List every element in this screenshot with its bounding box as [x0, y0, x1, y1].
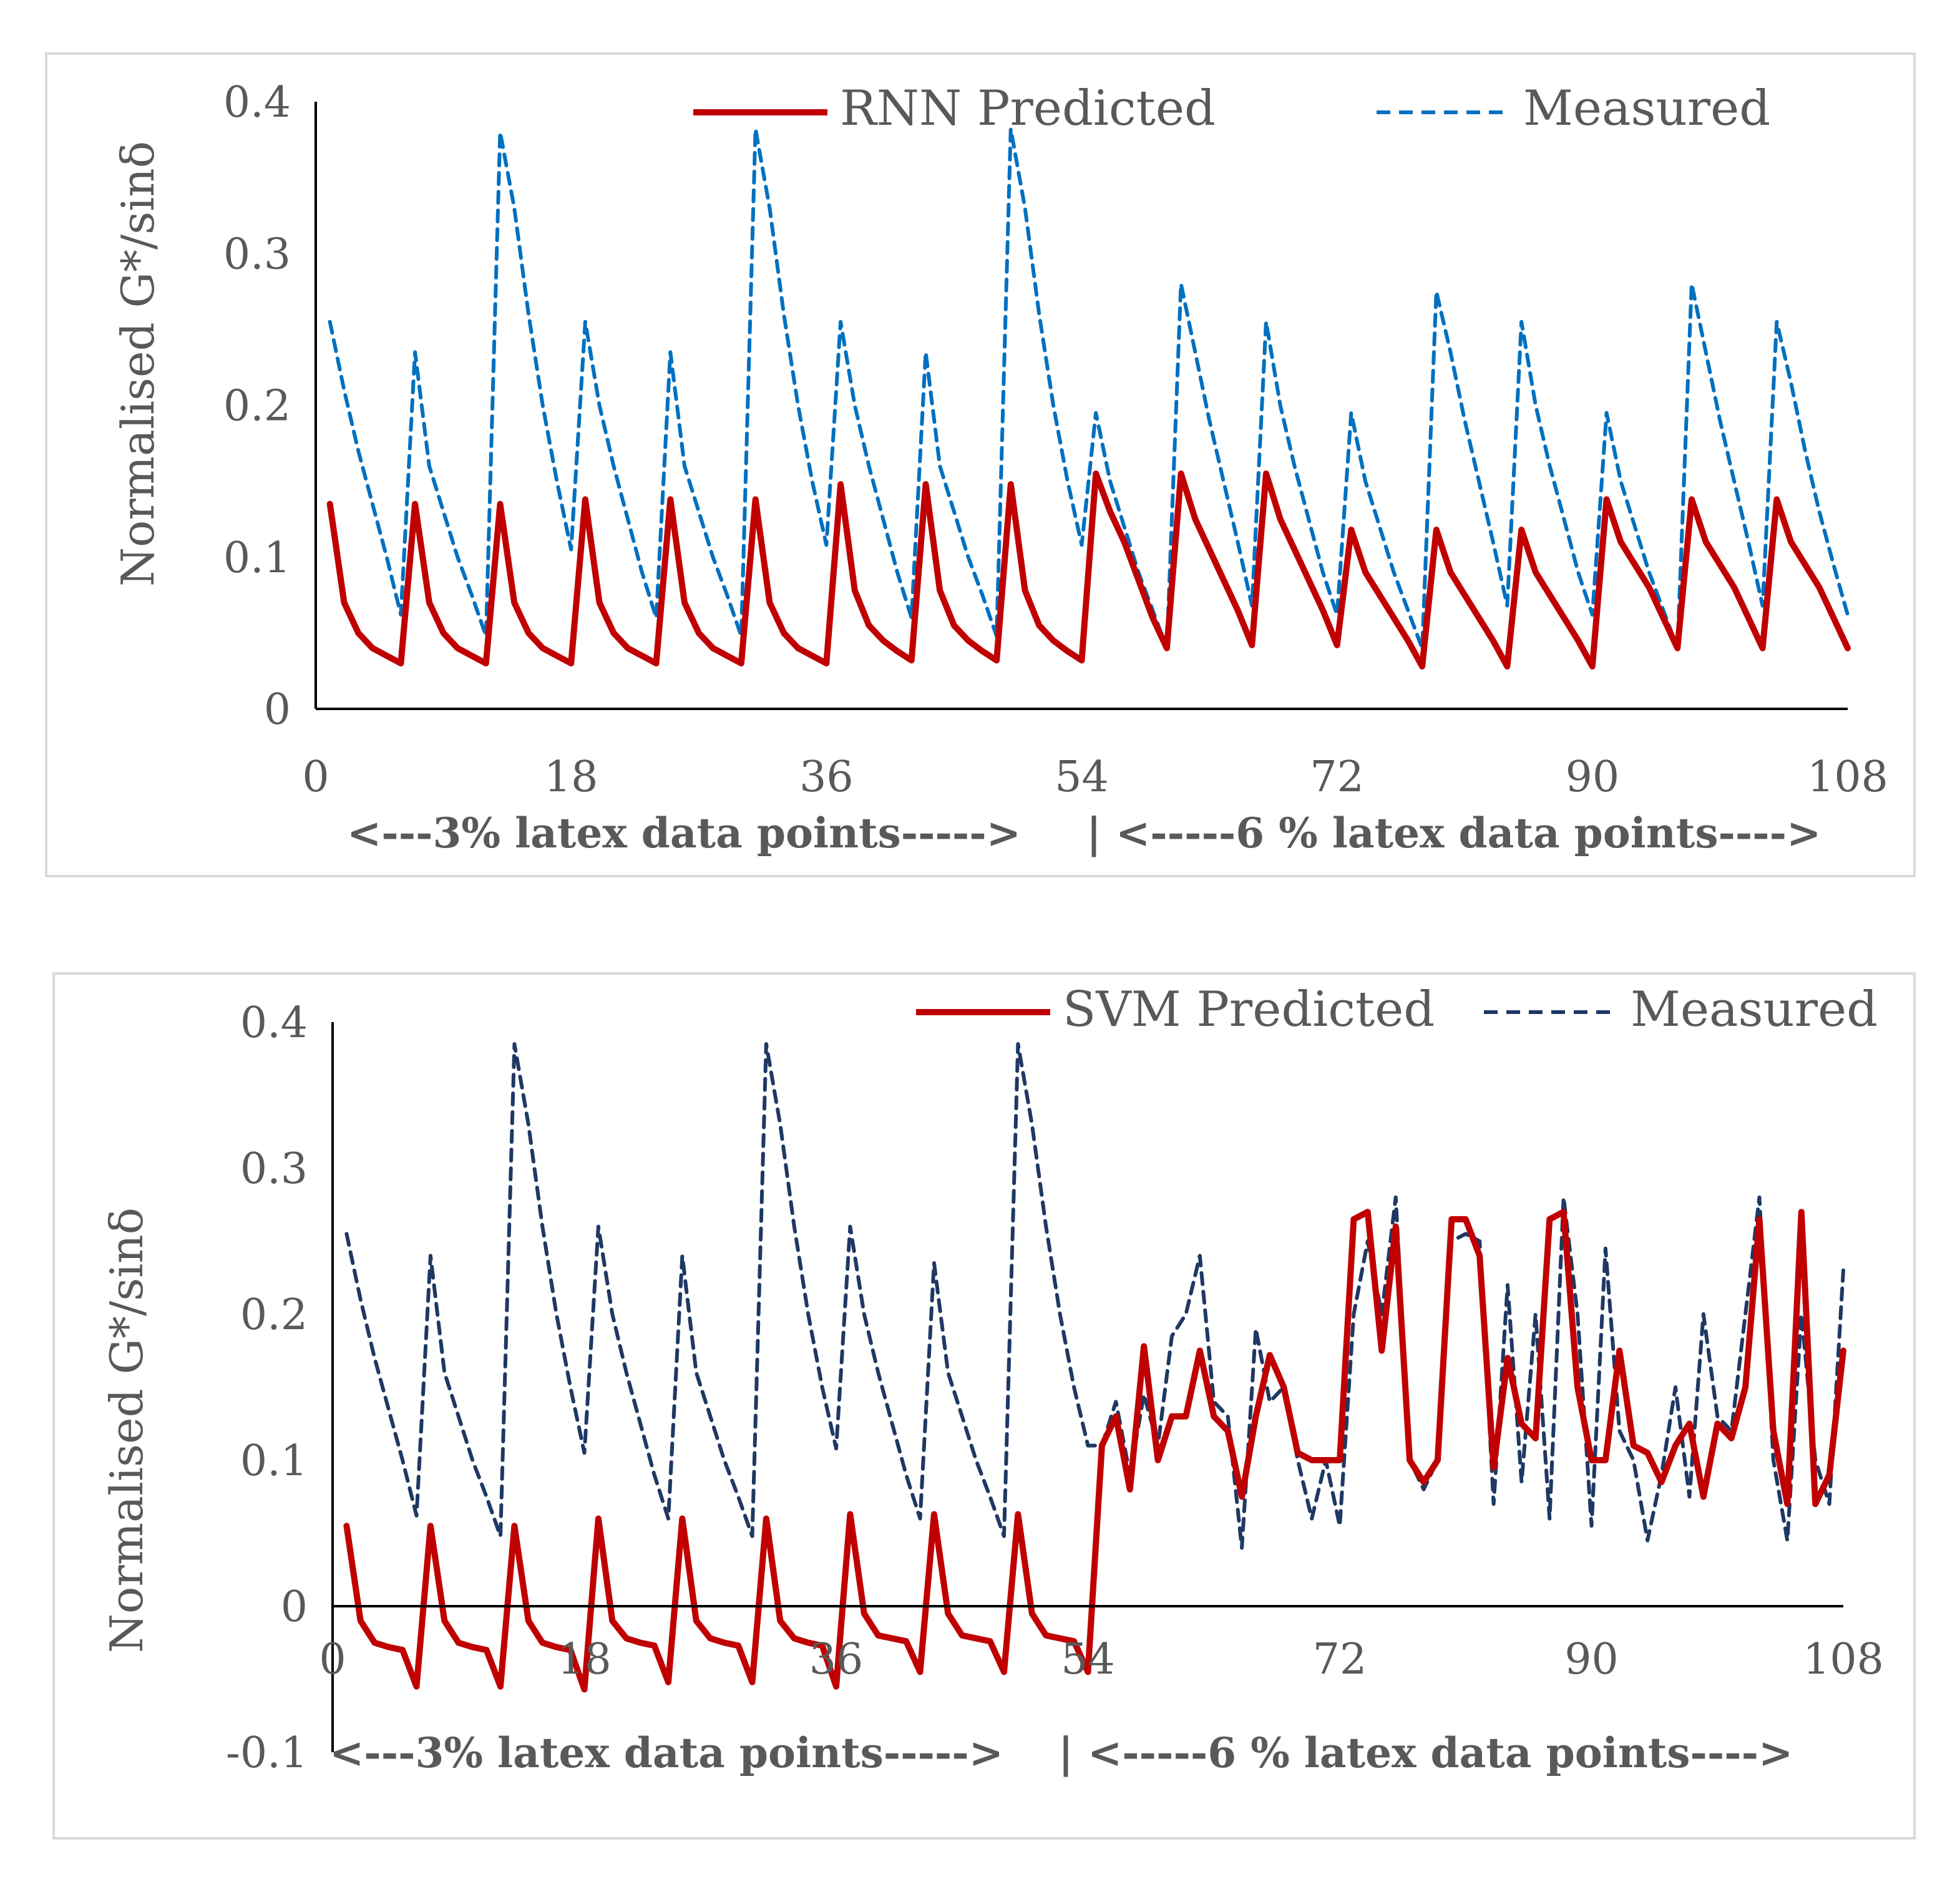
series-line-measured [344, 1042, 1845, 1550]
legend-label-measured: Measured [1631, 982, 1878, 1038]
x-tick-label: 36 [799, 753, 854, 802]
y-tick-label: 0.1 [240, 1436, 308, 1486]
y-tick-label: 0 [281, 1582, 308, 1632]
y-tick-label: 0.3 [240, 1144, 308, 1194]
svm-chart: -0.100.10.20.30.40 18 36 54 72 90 108 Normalis… [100, 982, 1884, 1778]
x-tick-label: 108 [1803, 1635, 1884, 1684]
series-line-measured [328, 127, 1850, 650]
y-tick-label: 0 [264, 685, 291, 734]
x-tick-label: 90 [1566, 753, 1620, 802]
x-tick-label: 18 [544, 753, 598, 802]
series-line-svm-predicted [343, 1209, 1846, 1693]
legend: SVM Predicted Measured [916, 982, 1878, 1038]
y-tick-label: 0.4 [240, 998, 308, 1048]
x-tick-label: 0 [319, 1635, 346, 1684]
caption-6-percent: | <-----6 % latex data points----> [1058, 1729, 1793, 1777]
rnn-chart: 0 0.1 0.2 0.3 0.4 0 18 36 54 72 90 108 Normalised G… [112, 78, 1888, 857]
y-tick-label: 0.4 [223, 78, 291, 127]
svm-chart-panel: -0.1 0 0.1 0.2 0.3 0.4 0 18 36 54 72 90 108 Normalis… [52, 972, 1916, 1840]
y-tick-label: 0.2 [240, 1290, 308, 1340]
y-tick-label: 0.2 [223, 382, 291, 431]
x-tick-label: 54 [1055, 753, 1109, 802]
legend: RNN Predicted Measured [693, 80, 1770, 137]
legend-label-rnn: RNN Predicted [840, 80, 1216, 137]
rnn-chart-panel: 0 0.1 0.2 0.3 0.4 0 18 36 54 72 90 108 Normalised G… [45, 52, 1916, 877]
y-tick-label: 0.1 [223, 534, 291, 583]
x-tick-label: 108 [1807, 753, 1888, 802]
caption-6-percent: | <-----6 % latex data points----> [1086, 809, 1821, 857]
y-tick-label: 0.3 [223, 230, 291, 279]
x-tick-label: 90 [1564, 1635, 1619, 1684]
x-tick-label: 72 [1313, 1635, 1367, 1684]
series-line-rnn-predicted [326, 471, 1851, 670]
y-axis-label: Normalised G*/sinδ [100, 1207, 153, 1653]
x-tick-label: 0 [302, 753, 329, 802]
legend-label-svm: SVM Predicted [1063, 982, 1435, 1038]
y-axis-label: Normalised G*/sinδ [112, 141, 164, 587]
x-tick-label: 36 [809, 1635, 864, 1684]
x-tick-label: 18 [557, 1635, 612, 1684]
caption-3-percent: <---3% latex data points-----> [347, 809, 1021, 857]
legend-label-measured: Measured [1523, 80, 1770, 137]
caption-3-percent: <---3% latex data points-----> [329, 1729, 1003, 1777]
x-tick-label: 54 [1061, 1635, 1115, 1684]
x-tick-label: 72 [1310, 753, 1364, 802]
y-tick-label: -0.1 [226, 1729, 308, 1778]
